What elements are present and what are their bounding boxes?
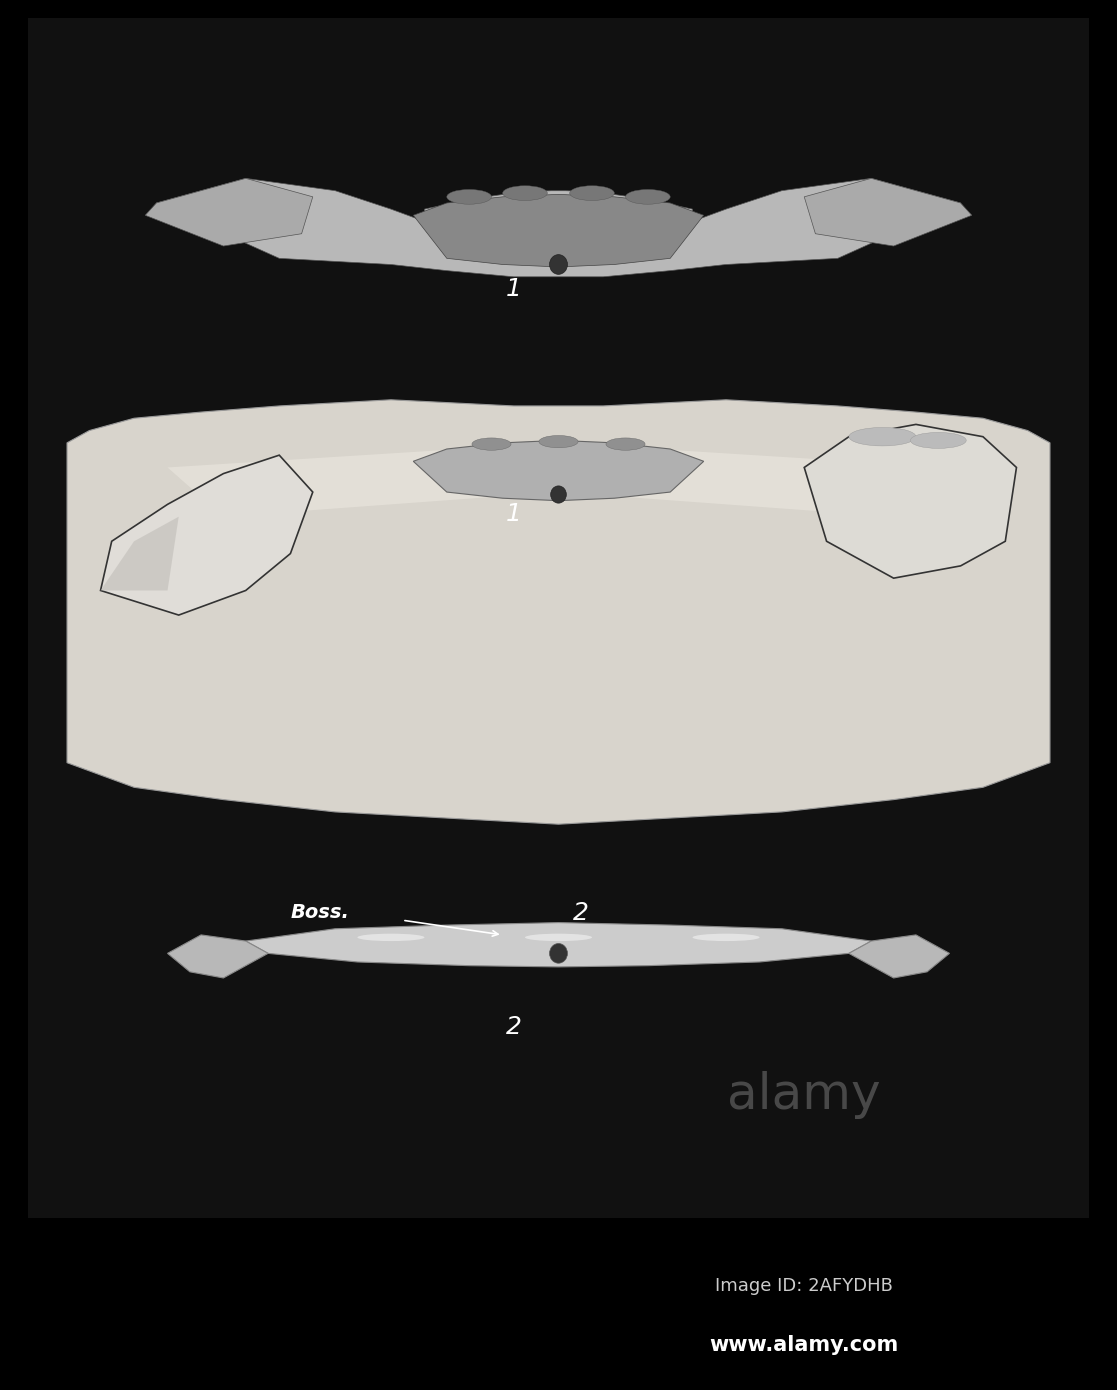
Polygon shape (168, 443, 949, 517)
Ellipse shape (693, 934, 760, 941)
Ellipse shape (626, 189, 670, 204)
Circle shape (550, 254, 567, 274)
Ellipse shape (538, 435, 579, 448)
Polygon shape (413, 195, 704, 267)
Polygon shape (145, 178, 313, 246)
Polygon shape (156, 178, 961, 277)
Text: 1: 1 (506, 277, 522, 302)
Polygon shape (804, 178, 972, 246)
Text: Boss.: Boss. (290, 904, 350, 923)
Text: 2: 2 (573, 901, 589, 924)
Ellipse shape (447, 189, 491, 204)
Polygon shape (413, 441, 704, 500)
Polygon shape (804, 424, 1016, 578)
Ellipse shape (849, 428, 916, 446)
Text: www.alamy.com: www.alamy.com (709, 1336, 899, 1355)
Polygon shape (67, 400, 1050, 824)
Ellipse shape (471, 438, 512, 450)
Polygon shape (168, 935, 268, 979)
Ellipse shape (910, 432, 966, 449)
Polygon shape (849, 935, 949, 979)
Polygon shape (101, 455, 313, 614)
Ellipse shape (570, 186, 614, 200)
Ellipse shape (503, 186, 547, 200)
Ellipse shape (357, 934, 424, 941)
Polygon shape (246, 923, 871, 967)
Ellipse shape (525, 934, 592, 941)
Text: alamy: alamy (727, 1070, 881, 1119)
Text: 1: 1 (506, 502, 522, 527)
Polygon shape (101, 517, 179, 591)
Circle shape (551, 486, 566, 503)
Circle shape (550, 944, 567, 963)
Text: 2: 2 (506, 1015, 522, 1040)
Ellipse shape (607, 438, 646, 450)
Text: Image ID: 2AFYDHB: Image ID: 2AFYDHB (715, 1277, 894, 1295)
